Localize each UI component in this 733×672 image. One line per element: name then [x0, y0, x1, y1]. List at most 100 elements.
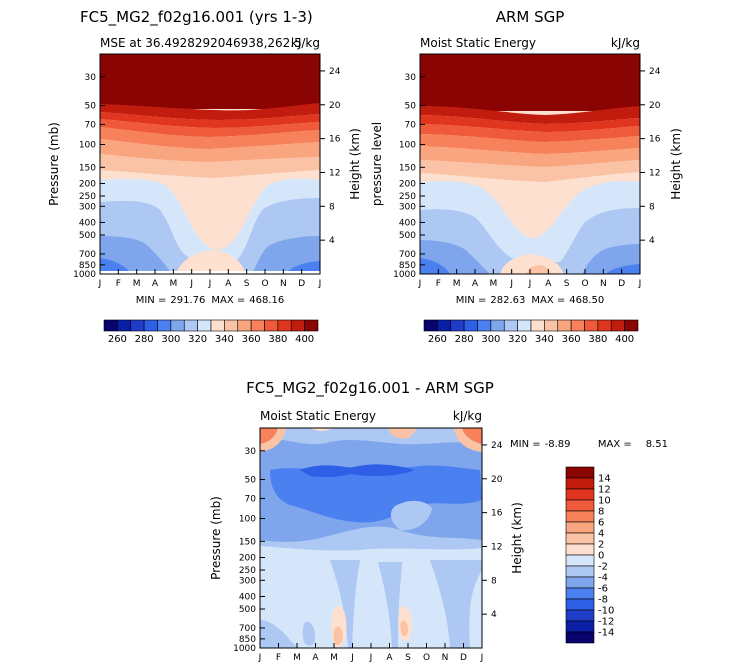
y-right-tick-label: 12	[649, 168, 660, 178]
colorbar-swatch	[490, 319, 505, 332]
y-right-tick-label: 8	[491, 576, 497, 586]
field-band	[260, 428, 278, 444]
y-right-tick-label: 24	[649, 67, 661, 77]
colorbar-swatch	[250, 319, 265, 332]
colorbar-label: 320	[188, 334, 207, 345]
colorbar-label: 12	[598, 485, 611, 496]
y-tick-label: 100	[399, 141, 416, 151]
field-band	[420, 54, 640, 111]
colorbar-label: 320	[508, 334, 527, 345]
colorbar-label: 360	[242, 334, 261, 345]
colorbar-top-left: 260 280 300 320 340 360 380 400	[103, 319, 319, 345]
colorbar-label: -4	[598, 573, 608, 584]
y-right-tick-label: 20	[649, 101, 661, 111]
max-stat: MAX = 8.51	[598, 439, 668, 450]
chart-title: ARM SGP	[496, 8, 565, 26]
colorbar-top-right: 260 280 300 320 340 360 380 400	[423, 319, 639, 345]
field-band	[400, 620, 408, 637]
y-tick-label: 70	[405, 120, 417, 130]
colorbar-swatch	[565, 609, 595, 622]
colorbar-swatch	[143, 319, 158, 332]
field-band	[420, 115, 640, 132]
min-label: MIN =	[136, 295, 167, 306]
x-tick-label: M	[330, 653, 338, 663]
field-band	[420, 240, 640, 274]
colorbar-swatch	[117, 319, 132, 332]
colorbar-label: 4	[598, 529, 604, 540]
x-tick-label: J	[638, 279, 642, 289]
colorbar-swatch	[517, 319, 532, 332]
y-tick-label: 50	[245, 476, 257, 486]
colorbar-swatch	[437, 319, 452, 332]
y-right-tick-label: 20	[491, 475, 503, 485]
y-right-tick-label: 8	[649, 202, 655, 212]
min-max-stats: MIN = 282.63 MAX = 468.50	[456, 295, 605, 306]
y-tick-label: 70	[85, 120, 97, 130]
field-band	[390, 500, 432, 531]
y-tick-label: 300	[239, 576, 256, 586]
y-tick-label: 150	[399, 163, 416, 173]
colorbar-swatch	[183, 319, 198, 332]
colorbar-label: 8	[598, 507, 604, 518]
x-tick-label: J	[189, 279, 193, 289]
y-tick-label: 200	[239, 553, 256, 563]
x-tick-label: F	[116, 279, 121, 289]
y-right-tick-label: 24	[491, 441, 503, 451]
y-axis-right-label: Height (km)	[348, 128, 362, 199]
y-tick-label: 250	[399, 192, 416, 202]
y-tick-label: 100	[79, 141, 96, 151]
field-band	[606, 264, 640, 274]
x-tick-label: D	[460, 653, 467, 663]
x-tick-label: J	[98, 279, 102, 289]
field-band	[420, 160, 640, 182]
colorbar-swatch	[565, 565, 595, 578]
colorbar-swatch	[103, 319, 118, 332]
y-tick-label: 50	[85, 102, 97, 112]
colorbar-swatch	[210, 319, 225, 332]
field-band	[526, 265, 551, 274]
y-tick-label: 850	[79, 261, 96, 271]
x-tick-label: M	[133, 279, 141, 289]
y-right-tick-label: 24	[329, 67, 341, 77]
x-tick-label: A	[545, 279, 552, 289]
y-tick-label: 1000	[233, 644, 256, 654]
colorbar-swatch	[565, 532, 595, 545]
colorbar-label: 400	[615, 334, 634, 345]
colorbar-swatch	[197, 319, 212, 332]
x-tick-label: F	[436, 279, 441, 289]
colorbar-swatch	[423, 319, 438, 332]
y-tick-label: 30	[85, 73, 97, 83]
colorbar-label: 14	[598, 474, 611, 485]
colorbar-swatch	[463, 319, 478, 332]
min-label: MIN =	[510, 439, 541, 450]
colorbar-label: -12	[598, 617, 614, 628]
y-tick-label: 500	[79, 231, 96, 241]
colorbar-swatch	[565, 466, 595, 479]
colorbar-swatch	[565, 620, 595, 633]
colorbar-swatch	[565, 521, 595, 534]
colorbar-swatch	[277, 319, 292, 332]
min-max-stats: MIN = 291.76 MAX = 468.16	[136, 295, 285, 306]
colorbar-swatch	[565, 587, 595, 600]
colorbar-swatch	[565, 554, 595, 567]
heatmap-field	[100, 54, 320, 274]
field-band	[330, 560, 360, 648]
field-band	[300, 465, 360, 478]
colorbar-label: 2	[598, 540, 604, 551]
x-tick-label: J	[418, 279, 422, 289]
field-band	[260, 560, 482, 648]
field-band	[462, 428, 482, 444]
chart-title: FC5_MG2_f02g16.001 (yrs 1-3)	[80, 8, 313, 27]
colorbar-swatch	[170, 319, 185, 332]
panel-difference: FC5_MG2_f02g16.001 - ARM SGP Moist Stati…	[209, 379, 668, 663]
y-tick-label: 250	[239, 566, 256, 576]
field-band	[100, 154, 320, 178]
field-band	[302, 621, 316, 646]
chart-units: kJ/kg	[291, 36, 320, 50]
y-tick-label: 700	[239, 624, 256, 634]
y-tick-label: 1000	[393, 270, 416, 280]
colorbar-swatch	[224, 319, 239, 332]
max-value: 468.50	[569, 295, 604, 306]
